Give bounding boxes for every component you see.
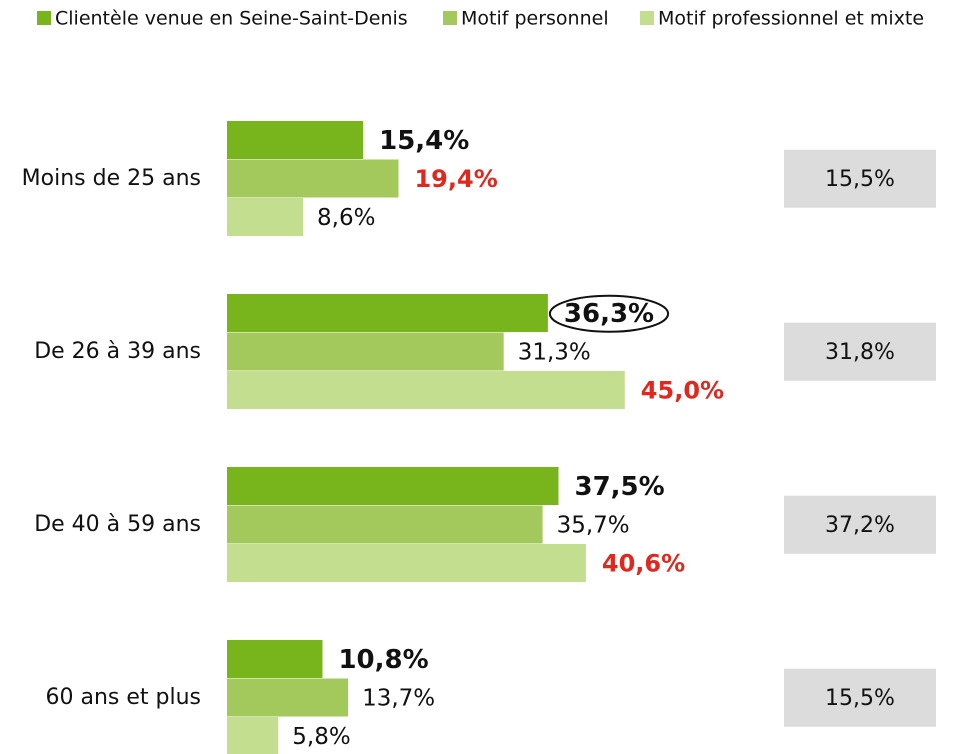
data-label: 5,8% <box>292 724 350 750</box>
data-label: 15,4% <box>379 126 469 156</box>
legend-swatch <box>640 11 654 25</box>
bar <box>227 371 625 409</box>
data-label: 37,5% <box>575 472 665 502</box>
bar <box>227 198 304 236</box>
data-label: 19,4% <box>414 165 497 193</box>
legend-swatch <box>443 11 457 25</box>
bar <box>227 678 349 717</box>
legend-label: Motif personnel <box>461 8 609 30</box>
data-label: 40,6% <box>602 549 685 577</box>
legend-swatch <box>37 11 51 25</box>
bar <box>227 159 399 198</box>
data-label: 35,7% <box>557 512 630 538</box>
total-box <box>784 495 936 554</box>
total-box <box>784 322 936 381</box>
legend-label: Clientèle venue en Seine-Saint-Denis <box>55 8 408 30</box>
category-label: Moins de 25 ans <box>22 166 201 191</box>
data-label: 10,8% <box>338 645 428 675</box>
total-label: 31,8% <box>825 340 895 365</box>
total-box <box>784 668 936 727</box>
data-label: 31,3% <box>518 339 591 365</box>
legend-label: Motif professionnel et mixte <box>658 8 924 30</box>
bar <box>227 294 548 332</box>
highlight-circle <box>548 294 670 333</box>
data-label: 36,3% <box>564 299 654 329</box>
data-label: 45,0% <box>641 376 724 404</box>
bar <box>227 467 559 505</box>
bar <box>227 332 504 371</box>
total-label: 37,2% <box>825 513 895 538</box>
bar <box>227 121 364 159</box>
total-label: 15,5% <box>825 167 895 192</box>
total-box <box>784 149 936 208</box>
bar <box>227 505 543 544</box>
bar <box>227 544 586 582</box>
total-label: 15,5% <box>825 686 895 711</box>
data-label: 8,6% <box>317 205 375 231</box>
data-label: 13,7% <box>362 685 435 711</box>
bar <box>227 640 323 678</box>
category-label: De 26 à 39 ans <box>34 339 201 364</box>
category-label: 60 ans et plus <box>45 685 201 710</box>
bar <box>227 717 279 754</box>
category-label: De 40 à 59 ans <box>34 512 201 537</box>
